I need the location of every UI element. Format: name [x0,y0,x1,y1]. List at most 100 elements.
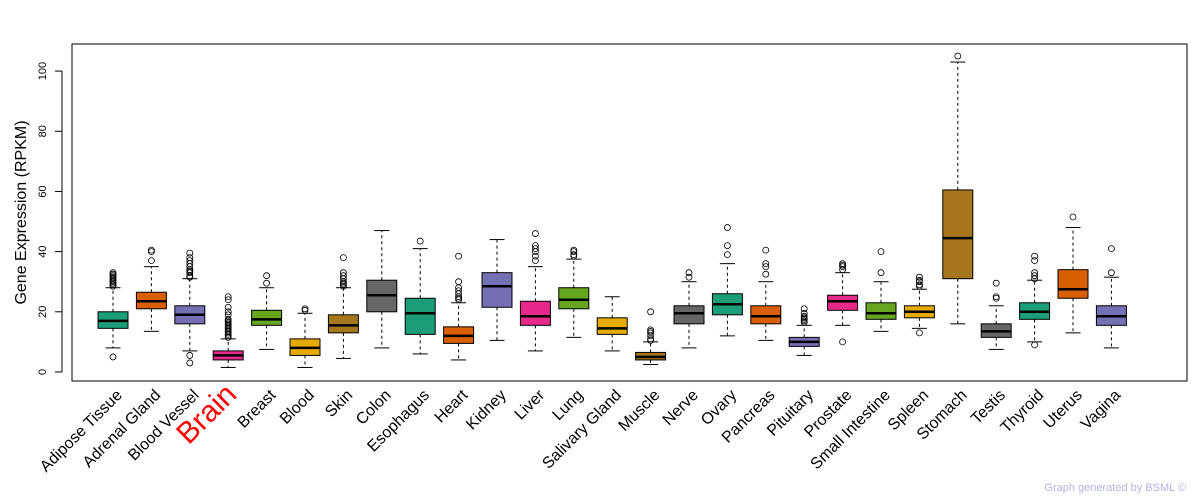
outlier-muscle-6 [647,308,654,316]
box-skin [327,314,359,334]
box-pancreas [750,305,782,325]
x-tick-label-muscle: Muscle [616,387,664,435]
outlier-adipose-tissue-0 [109,353,117,361]
y-tick-label-60: 60 [37,185,49,197]
box-prostate [827,294,859,311]
outlier-thyroid-4 [1031,257,1038,265]
outlier-nerve-1 [685,269,693,277]
outlier-liver-0 [532,257,539,265]
outlier-adrenal-gland-1 [147,248,155,256]
box-lung [558,287,590,310]
outlier-nerve-0 [685,273,693,281]
outlier-blood-vessel-0 [186,359,194,367]
x-tick-label-kidney: Kidney [463,387,510,434]
x-tick-label-liver: Liver [512,386,549,423]
outlier-heart-4 [455,287,463,295]
outlier-pancreas-2 [762,260,770,268]
outlier-muscle-5 [647,326,654,334]
outlier-blood-vessel-10 [186,254,194,262]
outlier-muscle-4 [647,327,654,335]
outlier-lung-1 [570,251,578,259]
outlier-prostate-3 [839,261,846,269]
outlier-heart-6 [455,278,463,286]
outlier-thyroid-0 [1031,341,1038,349]
outlier-skin-7 [339,254,347,262]
outlier-liver-1 [532,252,539,260]
box-salivary-gland [596,317,628,335]
y-tick-label-0: 0 [37,369,49,375]
outlier-pancreas-1 [762,263,770,271]
x-tick-label-blood: Blood [277,387,318,428]
outlier-vagina-0 [1108,269,1115,277]
outlier-breast-1 [263,272,271,280]
outlier-pancreas-3 [762,246,770,254]
outlier-spleen-5 [916,273,923,281]
outlier-liver-4 [532,242,539,249]
outlier-prostate-4 [839,260,846,268]
outlier-brain-16 [224,296,232,304]
outlier-adipose-tissue-10 [109,269,117,277]
outlier-blood-1 [301,305,309,313]
outlier-spleen-4 [916,276,923,284]
outlier-blood-vessel-9 [186,257,194,265]
outlier-liver-5 [532,230,539,237]
x-tick-label-uterus: Uterus [1040,387,1085,432]
box-breast [251,309,283,326]
outlier-pituitary-5 [800,309,808,317]
box-esophagus [404,297,436,335]
box-liver [519,300,551,326]
outlier-liver-3 [532,245,539,253]
x-tick-label-nerve: Nerve [660,387,702,429]
outlier-testis-2 [992,279,1000,287]
outlier-brain-15 [224,303,232,311]
outlier-breast-0 [263,279,271,287]
outlier-ovary-2 [724,224,731,231]
y-tick-label-40: 40 [37,245,49,257]
outlier-brain-13 [224,311,232,319]
outlier-spleen-2 [916,281,923,289]
box-kidney [481,272,513,308]
box-small-intestine [865,302,897,320]
outlier-pituitary-6 [800,305,808,313]
y-axis-title: Gene Expression (RPKM) [13,120,30,304]
outlier-pituitary-4 [800,312,808,320]
outlier-ovary-0 [724,251,731,259]
outlier-lung-3 [570,246,578,254]
outlier-prostate-0 [839,338,846,346]
box-stomach [942,189,974,280]
outlier-blood-0 [301,306,309,314]
outlier-testis-0 [992,294,1000,302]
y-tick-label-100: 100 [37,62,49,80]
outlier-stomach-0 [954,52,962,60]
outlier-vagina-1 [1108,245,1115,253]
outlier-adrenal-gland-2 [147,246,155,254]
outlier-brain-17 [224,293,232,301]
box-uterus [1057,269,1089,299]
outlier-small-intestine-1 [877,248,885,256]
outlier-skin-6 [339,269,347,277]
credit-text: Graph generated by BSML © [1044,482,1186,494]
outlier-brain-14 [224,308,232,316]
outlier-spleen-0 [916,329,923,337]
outlier-thyroid-5 [1031,252,1038,260]
x-tick-label-skin: Skin [322,387,356,421]
box-nerve [673,305,705,325]
outlier-esophagus-0 [416,237,424,245]
outlier-testis-1 [992,293,1000,301]
x-tick-label-breast: Breast [235,386,280,431]
x-tick-label-thyroid: Thyroid [998,387,1048,437]
y-tick-label-20: 20 [37,306,49,318]
x-tick-label-vagina: Vagina [1078,387,1124,433]
outlier-heart-7 [455,252,463,260]
outlier-uterus-0 [1069,213,1077,221]
outlier-thyroid-2 [1031,272,1038,280]
outlier-ovary-1 [724,242,731,249]
outlier-pancreas-0 [762,270,770,278]
outlier-blood-vessel-11 [186,249,194,257]
plot-frame [71,43,1188,382]
outlier-brain-12 [224,315,232,323]
outlier-adrenal-gland-0 [147,257,155,265]
outlier-blood-vessel-1 [186,352,194,359]
y-tick-label-80: 80 [37,125,49,137]
